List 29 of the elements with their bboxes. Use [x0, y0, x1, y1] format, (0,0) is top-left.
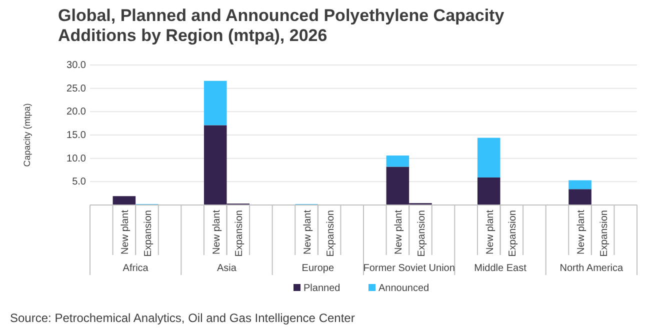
x-tick-label: New plant	[120, 210, 132, 254]
x-tick-label: Expansion	[234, 210, 246, 257]
text: Middle East	[474, 263, 527, 274]
text: Asia	[217, 263, 237, 274]
chart-title: Global, Planned and Announced Polyethylene Capacity Additions by Region (mtpa), 2026	[58, 6, 505, 45]
source-note: Source: Petrochemical Analytics, Oil and Gas Intelligence Center	[10, 311, 355, 325]
x-tick-label: New plant	[394, 210, 405, 254]
x-tick-label: New plant	[211, 210, 222, 254]
y-tick-label: 15.0	[66, 130, 86, 141]
legend-label: Planned	[304, 283, 340, 294]
x-tick-label: New plant	[302, 210, 314, 254]
x-tick-label: Expansion	[142, 210, 154, 257]
y-tick-label: 25.0	[66, 83, 86, 94]
x-tick-label: Expansion	[598, 210, 610, 257]
text: Former Soviet Union	[363, 263, 455, 274]
y-tick-label: 10.0	[66, 153, 86, 164]
y-axis-title: Capacity (mtpa)	[22, 103, 32, 167]
x-tick-label: New plant	[484, 210, 496, 254]
text: North America	[560, 263, 624, 274]
text: Europe	[302, 263, 334, 274]
y-tick-label: 20.0	[66, 106, 86, 118]
x-tick-label: Expansion	[508, 210, 519, 257]
x-tick-label: Expansion	[325, 210, 336, 257]
x-tick-label: New plant	[576, 210, 588, 254]
y-tick-label: 5.0	[72, 176, 86, 188]
text: Africa	[122, 263, 149, 274]
y-tick-label: 30.0	[66, 60, 86, 71]
x-tick-label: Expansion	[416, 210, 428, 257]
legend-label: Announced	[378, 283, 430, 294]
